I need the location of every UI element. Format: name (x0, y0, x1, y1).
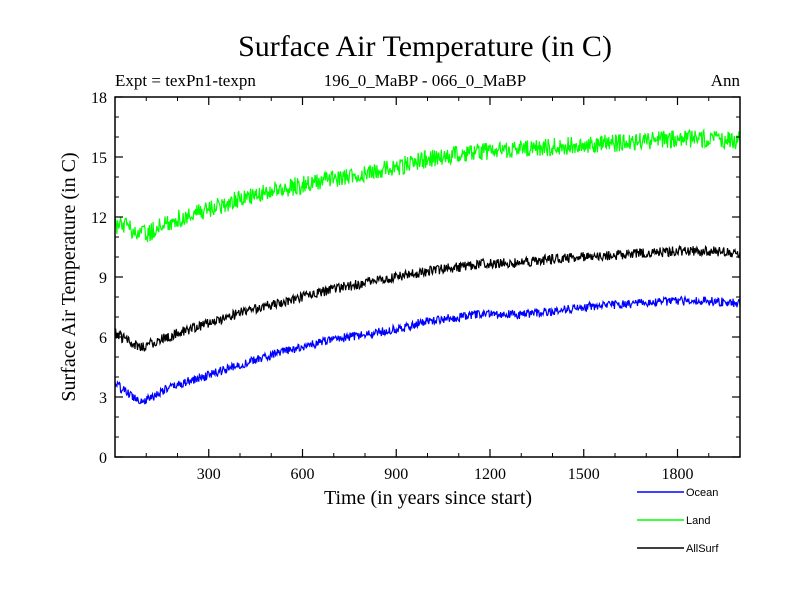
series-layer (114, 128, 741, 405)
y-tick-label: 3 (99, 390, 107, 407)
y-tick-label: 15 (91, 150, 107, 167)
legend-label: AllSurf (686, 543, 719, 555)
y-tick-label: 12 (91, 210, 107, 227)
series-line-allsurf (114, 244, 741, 352)
legend-item-land: Land (637, 515, 710, 527)
series-line-ocean (114, 294, 741, 405)
plot-frame (114, 96, 741, 458)
legend-label: Ocean (686, 487, 718, 499)
x-tick-label: 600 (291, 466, 315, 483)
period-label: 196_0_MaBP - 066_0_MaBP (324, 71, 526, 90)
legend-item-allsurf: AllSurf (637, 543, 719, 555)
season-label: Ann (711, 71, 741, 90)
y-tick-label: 18 (91, 90, 107, 107)
chart-title: Surface Air Temperature (in C) (238, 30, 612, 63)
x-axis-label: Time (in years since start) (324, 487, 532, 509)
legend-item-ocean: Ocean (637, 487, 718, 499)
experiment-label: Expt = texPn1-texpn (115, 71, 256, 90)
series-line-land (114, 128, 741, 243)
x-tick-label: 1500 (568, 466, 600, 483)
x-tick-label: 300 (197, 466, 221, 483)
legend: Ocean Land AllSurf (637, 487, 719, 555)
x-tick-label: 1200 (474, 466, 506, 483)
x-tick-label: 900 (384, 466, 408, 483)
y-tick-label: 6 (99, 330, 107, 347)
legend-label: Land (686, 515, 710, 527)
y-axis-label: Surface Air Temperature (in C) (58, 152, 80, 401)
x-tick-label: 1800 (662, 466, 694, 483)
axis-layer: 0 3 6 9 12 15 18 300 600 900 1200 1500 1800 (91, 90, 740, 483)
y-tick-label: 0 (99, 450, 107, 467)
y-tick-label: 9 (99, 270, 107, 287)
